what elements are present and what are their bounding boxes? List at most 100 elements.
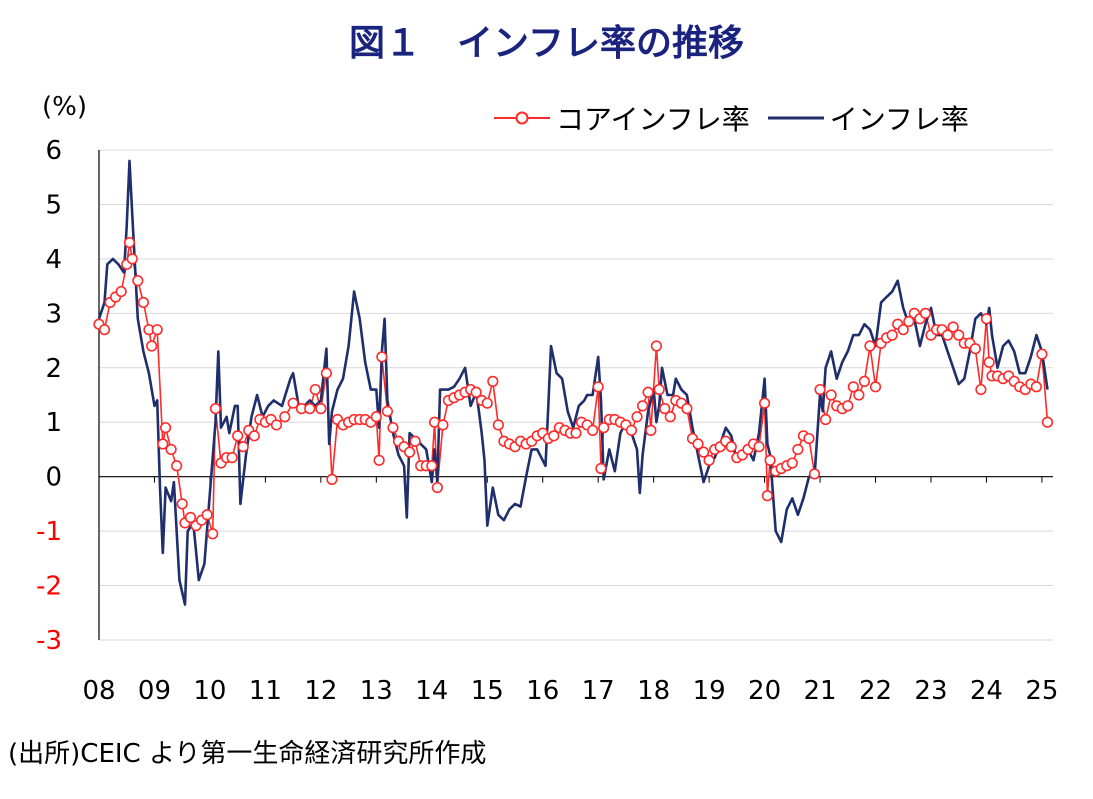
data-point-core — [642, 386, 654, 398]
data-point-core — [703, 454, 715, 466]
data-point-core — [786, 457, 798, 469]
data-point-core — [664, 411, 676, 423]
data-point-core — [237, 441, 249, 453]
data-point-core — [387, 422, 399, 434]
data-point-core — [942, 329, 954, 341]
legend-item-core: コアインフレ率 — [494, 98, 750, 138]
data-point-core — [853, 389, 865, 401]
x-tick-label: 25 — [1025, 676, 1058, 706]
x-tick-label: 15 — [471, 676, 504, 706]
y-tick-label: 1 — [45, 408, 62, 438]
data-point-core — [592, 381, 604, 393]
y-axis-unit-label: (%) — [42, 92, 87, 122]
x-tick-label: 23 — [914, 676, 947, 706]
x-tick-label: 10 — [193, 676, 226, 706]
y-tick-label: 5 — [45, 190, 62, 220]
data-point-core — [270, 419, 283, 431]
data-point-core — [404, 446, 416, 458]
data-point-core — [631, 411, 643, 423]
data-point-core — [376, 351, 388, 363]
x-tick-label: 20 — [748, 676, 781, 706]
data-point-core — [953, 329, 965, 341]
data-point-core — [207, 528, 219, 540]
data-point-core — [1041, 416, 1054, 428]
data-point-core — [975, 383, 987, 396]
y-tick-label: 4 — [45, 245, 62, 275]
x-tick-label: 11 — [249, 676, 282, 706]
y-tick-label: -3 — [36, 626, 62, 656]
data-point-core — [814, 383, 826, 396]
data-point-core — [426, 460, 438, 472]
data-point-core — [692, 438, 704, 450]
legend-item-headline: インフレ率 — [767, 98, 969, 138]
legend-marker-headline — [767, 116, 824, 120]
data-point-core — [184, 511, 197, 524]
data-point-core — [653, 383, 665, 396]
series-line-headline — [97, 159, 1049, 606]
chart-legend: コアインフレ率 インフレ率 — [494, 100, 969, 136]
data-point-core — [897, 324, 909, 336]
data-point-core — [659, 403, 671, 415]
data-point-core — [137, 296, 149, 309]
data-point-core — [115, 285, 127, 298]
x-tick-label: 16 — [526, 676, 559, 706]
x-tick-label: 19 — [693, 676, 726, 706]
data-point-core — [792, 443, 804, 456]
data-point-core — [761, 490, 773, 502]
data-point-core — [847, 381, 859, 393]
chart-title: 図１ インフレ率の推移 — [349, 23, 744, 64]
data-point-core — [232, 430, 244, 442]
data-point-core — [381, 405, 394, 417]
data-point-core — [304, 403, 316, 415]
x-tick-label: 18 — [637, 676, 670, 706]
legend-label-core: コアインフレ率 — [556, 103, 750, 136]
legend-marker-core — [494, 111, 550, 125]
y-tick-label: -2 — [36, 572, 62, 602]
data-point-core — [248, 430, 260, 442]
data-point-core — [481, 397, 493, 409]
data-point-core — [209, 403, 222, 415]
data-point-core — [636, 400, 649, 412]
data-point-core — [309, 383, 321, 396]
data-point-core — [842, 400, 854, 412]
data-point-core — [437, 419, 449, 431]
data-point-core — [681, 403, 693, 415]
data-point-core — [159, 422, 172, 434]
data-point-core — [903, 315, 915, 328]
data-point-core — [869, 381, 882, 393]
y-tick-label: 6 — [45, 136, 62, 166]
x-tick-label: 17 — [582, 676, 615, 706]
x-tick-label: 24 — [970, 676, 1003, 706]
data-point-core — [146, 340, 158, 352]
data-point-core — [470, 386, 482, 398]
data-point-core — [548, 430, 560, 442]
data-point-core — [320, 367, 333, 379]
x-tick-label: 09 — [138, 676, 171, 706]
data-point-core — [487, 375, 499, 387]
data-point-core — [1030, 381, 1042, 393]
source-note: (出所)CEIC より第一生命経済研究所作成 — [8, 739, 487, 769]
data-point-core — [803, 432, 815, 445]
data-point-core — [315, 403, 327, 415]
data-point-core — [650, 340, 663, 352]
data-point-core — [645, 424, 657, 436]
data-point-core — [201, 509, 213, 521]
data-point-core — [132, 275, 144, 287]
data-point-core — [697, 446, 710, 458]
data-point-core — [758, 397, 771, 409]
data-point-core — [176, 498, 188, 510]
data-point-core — [431, 481, 443, 494]
data-point-core — [864, 340, 876, 352]
data-point-core — [151, 324, 163, 336]
data-point-core — [98, 324, 111, 336]
data-point-core — [625, 424, 638, 436]
data-point-core — [570, 427, 582, 439]
data-point-core — [764, 454, 776, 466]
data-point-core — [287, 397, 299, 409]
x-tick-label: 22 — [859, 676, 892, 706]
data-point-core — [1036, 348, 1048, 360]
data-point-core — [886, 329, 898, 341]
data-point-core — [373, 454, 385, 466]
data-point-core — [226, 452, 238, 464]
x-tick-label: 13 — [360, 676, 393, 706]
